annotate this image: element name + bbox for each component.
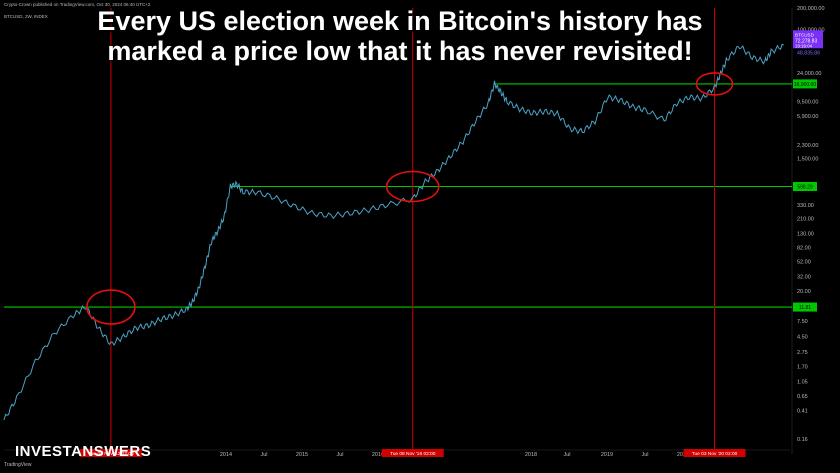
y-tick-label: 7.50 <box>797 319 808 325</box>
secondary-price-label: 48,835.86 <box>797 50 820 56</box>
y-tick-label: 32.00 <box>797 274 811 280</box>
headline-line-2: marked a price low that it has never rev… <box>107 36 693 66</box>
last-price-badge <box>793 30 823 49</box>
y-tick-label: 24,000.00 <box>797 71 821 77</box>
y-tick-label: 210.00 <box>797 217 814 223</box>
y-tick-label: 330.00 <box>797 203 814 209</box>
x-tick-label: Jul <box>336 452 343 458</box>
election-date-label: Tue 06 Nov '12 02:00 <box>88 451 134 457</box>
y-tick-label: 82.00 <box>797 246 811 252</box>
support-level-badge <box>793 182 817 192</box>
support-level-badge <box>793 79 817 89</box>
election-date-badge <box>79 449 142 457</box>
y-axis: 200,000.00100,000.0024,000.009,500.005,9… <box>791 6 825 454</box>
y-tick-label: 200,000.00 <box>797 6 825 12</box>
x-tick-label: 2015 <box>296 452 308 458</box>
y-tick-label: 20.00 <box>797 289 811 295</box>
x-tick-label: 2019 <box>601 452 613 458</box>
x-tick-label: Jul <box>260 452 267 458</box>
election-circle <box>385 170 440 203</box>
x-tick-label: 2020 <box>677 452 689 458</box>
support-level-badge <box>793 302 817 312</box>
support-level-label: 16,900.00 <box>794 82 816 88</box>
y-tick-label: 2.75 <box>797 350 808 356</box>
y-tick-label: 9,500.00 <box>797 100 818 106</box>
last-price-symbol: BTCUSD <box>795 32 815 37</box>
x-tick-label: 2016 <box>372 452 384 458</box>
support-levels: 16,900.00 598.29 11.81 <box>4 79 817 312</box>
support-level-label: 11.81 <box>799 305 811 311</box>
brand-logo: INVESTANSWERS <box>15 443 152 460</box>
price-line <box>3 43 784 421</box>
last-price-countdown: 19:19:04 <box>795 43 813 48</box>
election-date-badge <box>381 449 444 457</box>
symbol-meta: BTCUSD, 2W, INDEX <box>4 14 48 19</box>
x-tick-label: Jul <box>563 452 570 458</box>
y-tick-label: 130.00 <box>797 231 814 237</box>
y-tick-label: 5,900.00 <box>797 114 818 120</box>
y-tick-label: 2,300.00 <box>797 143 818 149</box>
y-tick-label: 1.70 <box>797 365 808 371</box>
election-date-badge <box>683 449 746 457</box>
publisher-meta: Crypto-Crown published on TradingView.co… <box>4 2 151 7</box>
y-tick-label: 0.16 <box>797 437 808 443</box>
election-date-label: Tue 08 Nov '16 02:00 <box>390 451 436 457</box>
last-price-value: 72,278.83 <box>795 38 817 44</box>
platform-label: TradingView <box>4 462 32 468</box>
election-circle <box>86 289 136 325</box>
x-tick-label: Jul <box>641 452 648 458</box>
election-circles <box>86 72 734 325</box>
election-circle <box>695 72 734 96</box>
y-tick-label: 52.00 <box>797 260 811 266</box>
price-series <box>3 43 784 421</box>
y-tick-label: 4.50 <box>797 335 808 341</box>
x-tick-label: 2018 <box>525 452 537 458</box>
y-tick-label: 1.05 <box>797 379 808 385</box>
election-lines: Tue 06 Nov '12 02:00 Tue 08 Nov '16 02:00… <box>79 8 746 457</box>
y-tick-label: 0.41 <box>797 408 808 414</box>
headline-line-1: Every US election week in Bitcoin's hist… <box>97 6 703 36</box>
support-level-label: 598.29 <box>797 185 813 191</box>
y-tick-label: 1,500.00 <box>797 156 818 162</box>
y-tick-label: 0.65 <box>797 394 808 400</box>
election-date-label: Tue 03 Nov '20 02:00 <box>692 451 738 457</box>
x-tick-label: 2014 <box>220 452 232 458</box>
